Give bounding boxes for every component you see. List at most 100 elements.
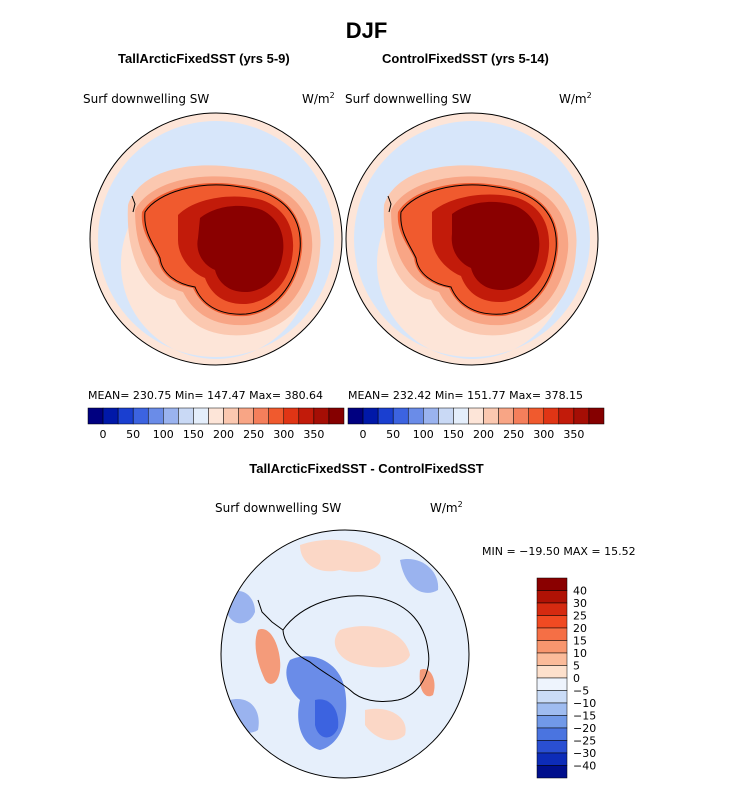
map-left-coastline — [144, 184, 301, 315]
colorbar-difference-tick-label: −30 — [573, 747, 596, 760]
colorbar-right-swatch — [362, 407, 379, 425]
colorbar-left-swatch — [298, 407, 315, 425]
panel-left-stats: MEAN= 230.75 Min= 147.47 Max= 380.64 — [88, 389, 324, 402]
map-difference — [221, 530, 469, 778]
colorbar-left-swatch — [238, 407, 254, 425]
colorbar-left: 0 50 100 150 200 250 300 350 — [87, 407, 345, 441]
colorbar-left-swatch — [163, 407, 179, 425]
colorbar-difference-swatch — [536, 627, 568, 641]
map-difference-border — [220, 529, 470, 779]
colorbar-right-swatch — [407, 407, 424, 425]
colorbar-left-swatch — [268, 407, 285, 425]
colorbar-right-swatch — [392, 407, 409, 425]
panel-right-variable: Surf downwelling SW — [345, 92, 472, 106]
colorbar-difference-swatch — [536, 677, 568, 691]
colorbar-right-swatch — [513, 407, 529, 425]
colorbar-left-tick-label: 150 — [183, 428, 204, 441]
colorbar-right-tick-label: 250 — [503, 428, 524, 441]
colorbar-difference-tick-label: 5 — [573, 660, 580, 673]
colorbar-left-tick-label: 250 — [243, 428, 264, 441]
diff-red-patch-3 — [334, 626, 410, 668]
colorbar-difference-tick-label: −10 — [573, 697, 596, 710]
map-left-island — [131, 195, 136, 213]
map-left-plateau-core — [197, 205, 284, 292]
colorbar-difference-swatch — [536, 740, 568, 754]
colorbar-left-tick-label: 300 — [273, 428, 294, 441]
colorbar-difference-tick-label: −5 — [573, 685, 589, 698]
colorbar-difference-tick-label: 10 — [573, 647, 587, 660]
colorbar-right-swatch — [588, 407, 605, 425]
map-left — [90, 113, 342, 365]
colorbar-right-swatch — [543, 407, 560, 425]
colorbar-left-swatch — [253, 407, 269, 425]
panel-right-units: W/m2 — [559, 91, 592, 106]
colorbar-right-swatch — [438, 407, 454, 425]
colorbar-right-swatch — [573, 407, 590, 425]
difference-units: W/m2 — [430, 500, 463, 515]
colorbar-left-tick-label: 50 — [126, 428, 140, 441]
colorbar-right-swatch — [453, 407, 469, 425]
colorbar-difference-swatch — [536, 577, 568, 591]
colorbar-left-swatch — [147, 407, 164, 425]
map-right-coastline — [400, 184, 557, 315]
colorbar-difference-swatch — [536, 602, 568, 616]
colorbar-left-swatch — [102, 407, 119, 425]
colorbar-difference-tick-label: −15 — [573, 710, 596, 723]
colorbar-left-tick-label: 350 — [303, 428, 324, 441]
panel-left-variable: Surf downwelling SW — [83, 92, 210, 106]
colorbar-left-swatch — [223, 407, 239, 425]
map-left-border — [89, 112, 343, 366]
colorbar-difference-swatch — [536, 652, 568, 666]
diff-red-patch-2 — [255, 629, 281, 684]
main-title: DJF — [345, 18, 388, 43]
map-right-plateau-core — [451, 201, 540, 290]
colorbar-difference-tick-label: 15 — [573, 635, 587, 648]
colorbar-left-tick-label: 0 — [100, 428, 107, 441]
map-right-island — [387, 195, 392, 213]
colorbar-difference-swatch — [536, 727, 568, 741]
colorbar-right-tick-label: 200 — [473, 428, 494, 441]
colorbar-right-tick-label: 150 — [443, 428, 464, 441]
colorbar-difference-swatch — [536, 690, 568, 704]
diff-red-patch-4 — [419, 669, 435, 697]
colorbar-difference-tick-label: −40 — [573, 760, 596, 773]
diff-coastline — [282, 595, 430, 703]
colorbar-left-swatch — [87, 407, 104, 425]
diff-red-patch-1 — [300, 539, 381, 572]
map-right — [346, 113, 598, 365]
colorbar-left-swatch — [178, 407, 194, 425]
colorbar-left-tick-label: 100 — [153, 428, 174, 441]
colorbar-right-tick-label: 300 — [533, 428, 554, 441]
colorbar-difference-swatch — [536, 640, 568, 654]
colorbar-right-tick-label: 50 — [386, 428, 400, 441]
colorbar-difference-tick-label: 40 — [573, 585, 587, 598]
diff-blue-patch-3 — [315, 699, 339, 738]
colorbar-difference-tick-label: −25 — [573, 735, 596, 748]
colorbar-difference-tick-label: −20 — [573, 722, 596, 735]
colorbar-difference-tick-label: 30 — [573, 597, 587, 610]
colorbar-left-swatch — [193, 407, 209, 425]
colorbar-left-swatch — [313, 407, 330, 425]
colorbar-difference-swatch — [536, 615, 568, 629]
colorbar-right-swatch — [498, 407, 514, 425]
colorbar-difference-swatch — [536, 715, 568, 729]
panel-right-title: ControlFixedSST (yrs 5-14) — [382, 51, 549, 66]
map-right-border — [345, 112, 599, 366]
difference-title: TallArcticFixedSST - ControlFixedSST — [249, 461, 484, 476]
difference-stats: MIN = −19.50 MAX = 15.52 — [482, 545, 636, 558]
colorbar-difference-swatch — [536, 752, 568, 766]
panel-left-units: W/m2 — [302, 91, 335, 106]
panel-right-stats: MEAN= 232.42 Min= 151.77 Max= 378.15 — [348, 389, 584, 402]
colorbar-difference-tick-label: 0 — [573, 672, 580, 685]
diff-peninsula — [257, 599, 284, 631]
difference-variable: Surf downwelling SW — [215, 501, 342, 515]
colorbar-right-tick-label: 100 — [413, 428, 434, 441]
diff-blue-patch-5 — [400, 559, 439, 593]
colorbar-left-swatch — [283, 407, 300, 425]
colorbar-right-swatch — [483, 407, 499, 425]
colorbar-left-swatch — [208, 407, 224, 425]
colorbar-right-tick-label: 350 — [563, 428, 584, 441]
colorbar-left-tick-label: 200 — [213, 428, 234, 441]
colorbar-right-swatch — [347, 407, 364, 425]
